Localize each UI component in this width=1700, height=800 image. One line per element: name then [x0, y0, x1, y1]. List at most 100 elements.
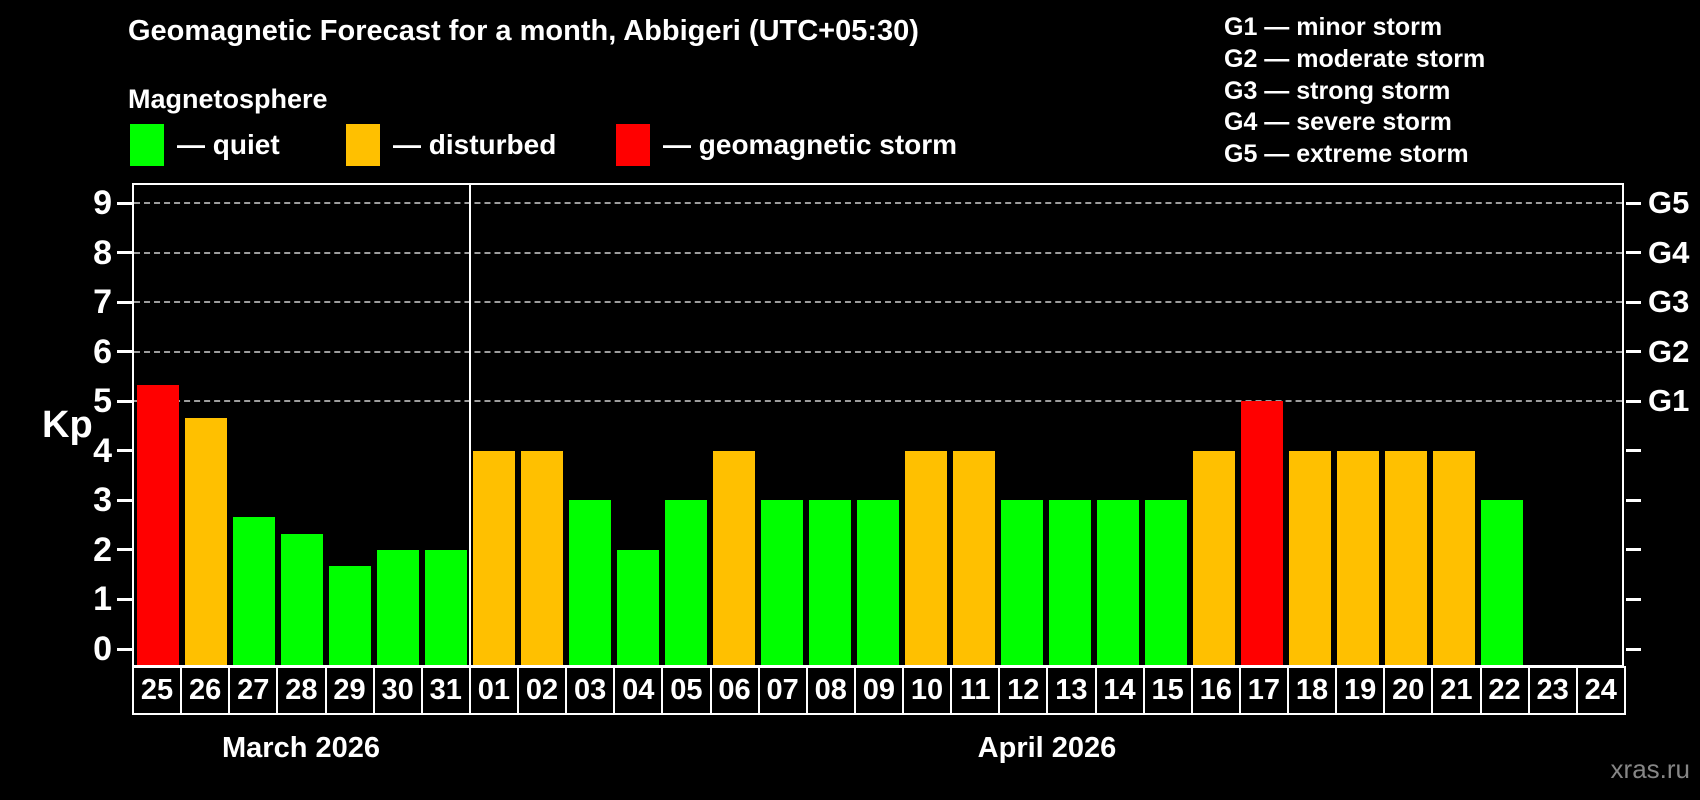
- kp-bar: [1097, 500, 1139, 665]
- legend-item-storm: — geomagnetic storm: [616, 123, 957, 167]
- date-cell: 05: [661, 666, 712, 715]
- g-scale-item: G2 — moderate storm: [1224, 44, 1486, 73]
- g-scale-item: G5 — extreme storm: [1224, 140, 1469, 169]
- kp-tick: [117, 449, 132, 453]
- kp-bar: [473, 450, 515, 665]
- kp-bar: [569, 500, 611, 665]
- legend-label-storm: — geomagnetic storm: [663, 129, 958, 160]
- date-cell: 14: [1094, 666, 1145, 715]
- g-tick-label: G2: [1648, 333, 1690, 369]
- gridline-kp8: [134, 251, 1622, 254]
- g-tick: [1626, 548, 1641, 552]
- g-scale-item: G3 — strong storm: [1224, 76, 1451, 105]
- kp-bar: [377, 549, 419, 665]
- date-cell: 17: [1238, 666, 1289, 715]
- kp-tick: [117, 647, 132, 651]
- month-label: March 2026: [222, 732, 380, 764]
- legend-item-quiet: — quiet: [130, 123, 280, 167]
- kp-bar: [1193, 450, 1235, 665]
- kp-bar: [521, 450, 563, 665]
- month-separator-line: [469, 185, 471, 665]
- kp-bar: [905, 450, 947, 665]
- watermark: xras.ru: [1610, 754, 1690, 784]
- g-scale-item: G1 — minor storm: [1224, 13, 1443, 41]
- gridline-kp7: [134, 301, 1622, 304]
- date-cell: 10: [902, 666, 953, 715]
- kp-bar: [1481, 500, 1523, 665]
- magnetosphere-label: Magnetosphere: [128, 84, 328, 114]
- kp-bar: [329, 566, 371, 665]
- date-cell: 28: [276, 666, 327, 715]
- date-cell: 16: [1190, 666, 1241, 715]
- chart-title: Geomagnetic Forecast for a month, Abbige…: [128, 15, 919, 47]
- kp-tick: [117, 201, 132, 205]
- kp-bar: [425, 549, 467, 665]
- kp-bar: [713, 450, 755, 665]
- kp-tick-label: 7: [93, 283, 112, 322]
- date-cell: 09: [853, 666, 904, 715]
- legend-label-disturbed: — disturbed: [393, 129, 557, 160]
- kp-bar: [857, 500, 899, 665]
- legend-item-disturbed: — disturbed: [346, 123, 556, 167]
- kp-bar: [1001, 500, 1043, 665]
- kp-bar: [233, 516, 275, 665]
- gridline-kp5: [134, 400, 1622, 403]
- g-tick-label: G4: [1648, 234, 1690, 270]
- date-cell: 31: [420, 666, 471, 715]
- kp-bar: [617, 549, 659, 665]
- kp-tick-label: 6: [93, 332, 112, 371]
- date-cell: 29: [324, 666, 375, 715]
- g-tick: [1626, 449, 1641, 453]
- date-cell: 04: [613, 666, 664, 715]
- kp-tick-label: 9: [93, 184, 112, 223]
- kp-bar: [809, 500, 851, 665]
- g-tick: [1626, 647, 1641, 651]
- kp-tick-label: 4: [93, 431, 112, 470]
- date-cell: 20: [1383, 666, 1434, 715]
- kp-tick-label: 2: [93, 530, 112, 569]
- g-tick: [1626, 251, 1641, 255]
- kp-bar: [1385, 450, 1427, 665]
- g-scale-item: G4 — severe storm: [1224, 108, 1452, 137]
- kp-bar: [281, 533, 323, 665]
- date-cell: 21: [1431, 666, 1482, 715]
- kp-bar: [761, 500, 803, 665]
- kp-tick: [117, 548, 132, 552]
- gridline-kp9: [134, 202, 1622, 205]
- g-tick: [1626, 597, 1641, 601]
- date-cell: 13: [1046, 666, 1097, 715]
- date-cell: 19: [1335, 666, 1386, 715]
- date-cell: 27: [228, 666, 279, 715]
- date-cell: 30: [372, 666, 423, 715]
- kp-tick-label: 5: [93, 382, 112, 421]
- legend-label-quiet: — quiet: [177, 129, 280, 160]
- kp-tick: [117, 251, 132, 255]
- date-cell: 01: [468, 666, 519, 715]
- plot-inner: [134, 185, 1622, 665]
- date-cell: 24: [1575, 666, 1626, 715]
- kp-tick: [117, 399, 132, 403]
- kp-bar: [665, 500, 707, 665]
- month-label: April 2026: [977, 732, 1117, 764]
- g-tick-label: G5: [1648, 185, 1690, 221]
- kp-bar: [1289, 450, 1331, 665]
- legend-swatch-disturbed: [346, 124, 380, 166]
- g-tick-label: G1: [1648, 383, 1690, 419]
- legend-swatch-quiet: [130, 124, 164, 166]
- kp-tick: [117, 300, 132, 304]
- kp-tick: [117, 498, 132, 502]
- legend-swatch-storm: [616, 124, 650, 166]
- g-tick: [1626, 498, 1641, 502]
- kp-bar: [953, 450, 995, 665]
- kp-bar: [185, 417, 227, 665]
- g-tick: [1626, 201, 1641, 205]
- date-cell: 18: [1287, 666, 1338, 715]
- date-cell: 08: [805, 666, 856, 715]
- date-cell: 11: [950, 666, 1001, 715]
- gridline-kp6: [134, 350, 1622, 353]
- date-cell: 03: [565, 666, 616, 715]
- kp-tick: [117, 597, 132, 601]
- kp-tick-label: 3: [93, 481, 112, 520]
- kp-tick-label: 8: [93, 233, 112, 272]
